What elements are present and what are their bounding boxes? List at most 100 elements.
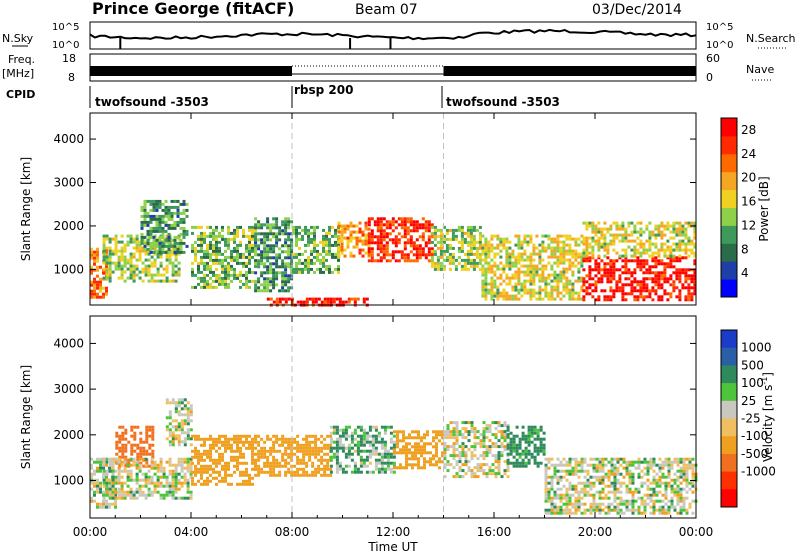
echo-cell	[295, 270, 298, 274]
echo-cell	[325, 237, 328, 241]
echo-cell	[550, 511, 554, 515]
y-tick-label: 3000	[53, 176, 84, 190]
echo-cell	[108, 487, 112, 491]
echo-cell	[408, 436, 411, 440]
echo-cell	[257, 464, 261, 468]
echo-cell	[236, 261, 239, 265]
echo-cell	[129, 240, 133, 244]
echo-cell	[316, 267, 319, 271]
echo-cell	[200, 249, 203, 253]
echo-cell	[621, 286, 625, 290]
echo-cell	[394, 220, 398, 224]
echo-cell	[161, 244, 165, 248]
echo-cell	[179, 220, 183, 224]
echo-cell	[430, 249, 434, 253]
echo-cell	[227, 482, 230, 486]
echo-cell	[595, 475, 599, 479]
echo-cell	[364, 239, 368, 243]
echo-cell	[338, 446, 342, 450]
echo-cell	[344, 431, 348, 435]
echo-cell	[230, 258, 233, 262]
echo-cell	[245, 255, 248, 259]
echo-cell	[168, 457, 172, 461]
echo-cell	[239, 225, 242, 229]
echo-cell	[439, 240, 443, 244]
echo-cell	[542, 446, 546, 450]
echo-cell	[287, 256, 291, 260]
echo-cell	[96, 265, 99, 269]
echo-cell	[627, 233, 631, 237]
echo-cell	[263, 256, 267, 260]
power-colorbar-segment	[721, 261, 737, 280]
echo-cell	[281, 244, 285, 248]
echo-cell	[597, 298, 601, 302]
echo-cell	[275, 217, 279, 221]
echo-cell	[347, 300, 351, 304]
echo-cell	[429, 463, 432, 467]
echo-cell	[152, 250, 156, 254]
echo-cell	[314, 467, 318, 471]
echo-cell	[606, 248, 610, 252]
echo-cell	[628, 490, 632, 494]
echo-cell	[517, 279, 521, 283]
echo-cell	[159, 252, 163, 256]
echo-cell	[392, 446, 396, 450]
echo-cell	[622, 499, 626, 503]
echo-cell	[326, 452, 330, 456]
echo-cell	[161, 202, 165, 206]
echo-cell	[341, 428, 345, 432]
echo-cell	[105, 246, 109, 250]
echo-cell	[215, 234, 218, 238]
echo-cell	[442, 240, 446, 244]
echo-cell	[313, 249, 316, 253]
echo-cell	[476, 466, 480, 470]
echo-cell	[161, 217, 165, 221]
echo-cell	[383, 467, 387, 471]
echo-cell	[93, 481, 96, 485]
echo-cell	[435, 451, 438, 455]
echo-cell	[338, 297, 342, 301]
echo-cell	[542, 449, 546, 453]
echo-cell	[329, 455, 333, 459]
echo-cell	[388, 238, 392, 242]
echo-cell	[153, 261, 157, 265]
echo-cell	[367, 245, 371, 249]
echo-cell	[343, 236, 347, 240]
echo-cell	[418, 223, 422, 227]
echo-cell	[645, 277, 649, 281]
echo-cell	[598, 475, 602, 479]
echo-cell	[550, 240, 554, 244]
echo-cell	[338, 461, 342, 465]
echo-cell	[618, 227, 622, 231]
echo-cell	[114, 240, 118, 244]
echo-cell	[171, 267, 175, 271]
echo-cell	[260, 232, 264, 236]
echo-cell	[527, 440, 531, 444]
echo-cell	[251, 458, 254, 462]
echo-cell	[367, 232, 371, 236]
echo-cell	[191, 285, 194, 289]
echo-cell	[582, 259, 586, 263]
echo-cell	[171, 273, 175, 277]
echo-cell	[138, 240, 142, 244]
echo-cell	[90, 463, 93, 467]
echo-cell	[411, 445, 414, 449]
echo-cell	[514, 273, 518, 277]
echo-cell	[335, 437, 339, 441]
echo-cell	[624, 254, 628, 258]
echo-cell	[553, 270, 557, 274]
echo-cell	[411, 430, 414, 434]
echo-cell	[183, 457, 187, 461]
echo-cell	[96, 484, 99, 488]
echo-cell	[391, 217, 395, 221]
echo-cell	[304, 267, 307, 271]
nsearch-label: N.Search	[746, 32, 796, 45]
echo-cell	[544, 469, 548, 473]
echo-cell	[607, 484, 611, 488]
echo-cell	[287, 244, 291, 248]
echo-cell	[624, 227, 628, 231]
echo-cell	[269, 238, 273, 242]
echo-cell	[628, 475, 632, 479]
echo-cell	[533, 446, 537, 450]
echo-cell	[669, 256, 673, 260]
